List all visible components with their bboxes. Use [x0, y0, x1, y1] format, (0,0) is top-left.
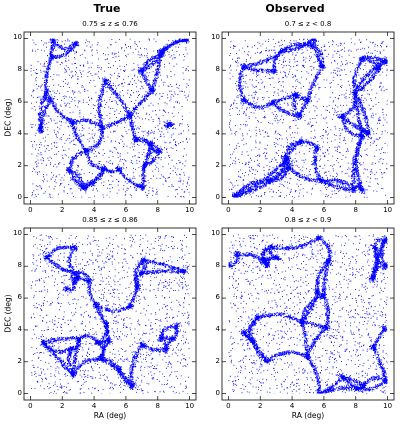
x-tick-label: 6: [123, 206, 129, 214]
y-tick-label: 2: [17, 356, 22, 365]
x-axis-label: RA (deg): [93, 411, 127, 420]
column-title-observed: Observed: [265, 2, 325, 15]
x-tick-label: 4: [289, 206, 295, 214]
panel-title: 0.75 ≤ z ≤ 0.76: [82, 20, 138, 28]
y-tick-label: 0: [17, 192, 22, 201]
y-axis-label: DEC (deg): [3, 294, 13, 333]
x-tick-label: 2: [59, 402, 65, 410]
y-tick-label: 2: [215, 356, 220, 365]
x-axis-label: RA (deg): [291, 411, 325, 420]
panel-title: 0.7 ≤ z < 0.8: [284, 20, 332, 28]
y-axis-label: DEC (deg): [3, 98, 13, 137]
scatter-points: [30, 38, 190, 198]
x-tick-label: 8: [353, 206, 358, 214]
y-tick-label: 8: [17, 65, 22, 74]
y-tick-label: 8: [17, 261, 22, 270]
x-tick-label: 2: [257, 402, 263, 410]
x-tick-label: 8: [155, 206, 160, 214]
x-tick-label: 10: [383, 206, 393, 214]
y-tick-label: 4: [17, 324, 22, 333]
panel-title: 0.8 ≤ z < 0.9: [284, 216, 332, 224]
x-tick-label: 2: [257, 206, 263, 214]
x-tick-label: 4: [289, 402, 295, 410]
scatter-points: [30, 234, 190, 394]
x-tick-label: 6: [321, 206, 327, 214]
x-tick-label: 0: [28, 402, 33, 410]
y-tick-label: 8: [215, 261, 220, 270]
y-tick-label: 0: [215, 388, 220, 397]
x-tick-label: 0: [226, 206, 231, 214]
x-tick-label: 4: [91, 206, 97, 214]
plot-frame: [23, 31, 197, 205]
y-tick-label: 2: [17, 160, 22, 169]
scatter-points: [228, 38, 388, 198]
x-tick-label: 10: [185, 402, 195, 410]
x-tick-label: 0: [28, 206, 33, 214]
y-tick-label: 10: [211, 229, 220, 238]
y-tick-label: 4: [215, 128, 220, 137]
plot-frame: [221, 31, 395, 205]
y-tick-label: 6: [215, 293, 220, 302]
panel-title: 0.85 ≤ z ≤ 0.86: [82, 216, 138, 224]
y-tick-label: 6: [215, 97, 220, 106]
plot-frame: [23, 227, 197, 401]
x-tick-label: 6: [123, 402, 129, 410]
y-tick-label: 4: [17, 128, 22, 137]
y-tick-label: 0: [17, 388, 22, 397]
plot-frame: [221, 227, 395, 401]
y-tick-label: 4: [215, 324, 220, 333]
x-tick-label: 10: [383, 402, 393, 410]
column-title-true: True: [93, 2, 121, 15]
x-tick-label: 10: [185, 206, 195, 214]
x-tick-label: 2: [59, 206, 65, 214]
panel-4: [221, 227, 395, 401]
y-tick-label: 6: [17, 293, 22, 302]
panel-1: [23, 31, 197, 205]
scatter-points: [228, 234, 388, 394]
panel-3: [23, 227, 197, 401]
y-tick-label: 10: [13, 229, 22, 238]
x-tick-label: 0: [226, 402, 231, 410]
y-tick-label: 0: [215, 192, 220, 201]
y-tick-label: 6: [17, 97, 22, 106]
y-tick-label: 10: [211, 33, 220, 42]
y-tick-label: 2: [215, 160, 220, 169]
panel-2: [221, 31, 395, 205]
x-tick-label: 8: [155, 402, 160, 410]
x-tick-label: 6: [321, 402, 327, 410]
y-tick-label: 8: [215, 65, 220, 74]
x-tick-label: 4: [91, 402, 97, 410]
x-tick-label: 8: [353, 402, 358, 410]
y-tick-label: 10: [13, 33, 22, 42]
